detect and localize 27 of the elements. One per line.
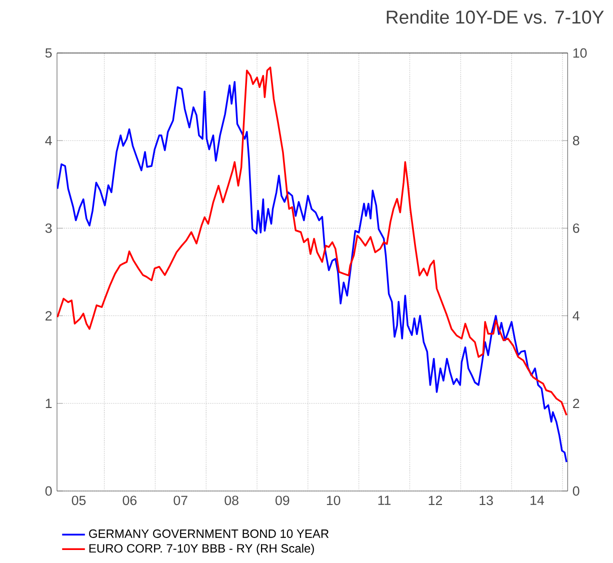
- y2-tick-label: 10: [573, 48, 587, 58]
- legend-label: GERMANY GOVERNMENT BOND 10 YEAR: [89, 529, 329, 538]
- y-tick-label: 2: [46, 311, 52, 320]
- y2-tick-label: 8: [572, 136, 580, 146]
- y-tick-label: 4: [45, 136, 52, 146]
- x-tick-label: 05: [72, 496, 86, 506]
- y-tick-label: 5: [45, 48, 52, 58]
- legend-label: EURO CORP. 7-10Y BBB - RY (RH Scale): [89, 544, 314, 555]
- x-tick-label: 07: [174, 496, 188, 506]
- x-tick-label: 11: [378, 496, 391, 505]
- y-tick-label: 3: [45, 223, 52, 233]
- y2-tick-label: 0: [572, 486, 580, 496]
- y-tick-label: 1: [46, 398, 52, 408]
- chart-title: Rendite 10Y-DE vs. 7-10Y: [386, 10, 604, 24]
- y2-tick-label: 2: [573, 398, 580, 408]
- y-tick-label: 0: [45, 486, 52, 496]
- y2-tick-label: 4: [572, 311, 580, 320]
- x-tick-label: 14: [530, 496, 544, 505]
- x-tick-label: 08: [224, 496, 238, 506]
- y2-tick-label: 6: [573, 223, 580, 233]
- x-tick-label: 06: [122, 496, 137, 506]
- x-tick-label: 10: [326, 496, 340, 506]
- x-tick-label: 09: [276, 496, 290, 506]
- x-tick-label: 12: [428, 496, 442, 506]
- line-series: [57, 66, 568, 416]
- line-series: [57, 81, 568, 463]
- x-tick-label: 13: [480, 496, 493, 506]
